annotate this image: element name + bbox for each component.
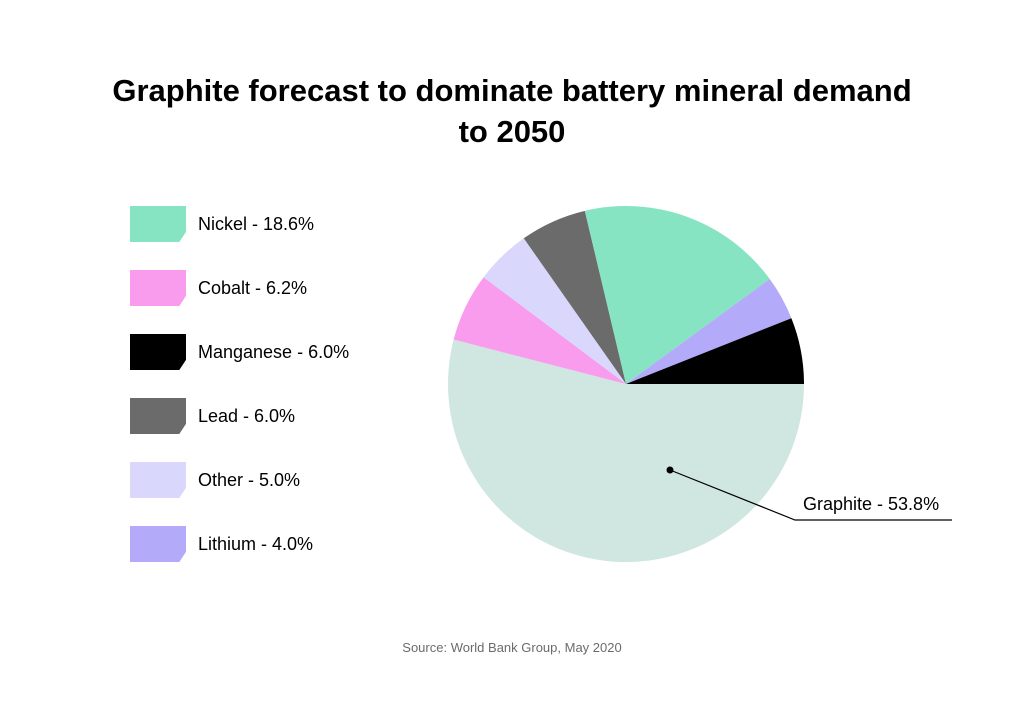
legend-swatch [130,206,186,242]
legend-item: Nickel - 18.6% [130,206,349,242]
legend-label: Manganese - 6.0% [198,341,350,362]
legend-swatch [130,526,186,562]
legend: Nickel - 18.6% Cobalt - 6.2% Manganese - 6… [130,206,349,590]
pie-slice-manganese [626,318,804,384]
legend-label: Lithium - 4.0% [198,533,314,554]
legend-swatch [130,398,186,434]
pie-slice-lithium [626,279,792,384]
legend-swatch [130,334,186,370]
legend-label: Cobalt - 6.2% [198,277,308,298]
legend-swatch [130,270,186,306]
pie-slice-other [483,238,626,384]
legend-item: Lead - 6.0% [130,398,349,434]
chart-title: Graphite forecast to dominate battery mi… [112,73,912,149]
legend-label: Other - 5.0% [198,469,301,490]
callout-label: Graphite - 53.8% [803,494,939,514]
legend-item: Manganese - 6.0% [130,334,349,370]
legend-label: Lead - 6.0% [198,405,296,426]
pie-slice-cobalt [453,277,626,384]
legend-item: Lithium - 4.0% [130,526,349,562]
legend-label: Nickel - 18.6% [198,213,315,234]
pie-slice-nickel [584,206,770,384]
pie-slice-graphite [448,339,804,563]
legend-item: Other - 5.0% [130,462,349,498]
legend-swatch [130,462,186,498]
callout-line [669,469,952,521]
legend-item: Cobalt - 6.2% [130,270,349,306]
pie-slice-lead [523,210,626,384]
source-note: Source: World Bank Group, May 2020 [402,640,622,655]
